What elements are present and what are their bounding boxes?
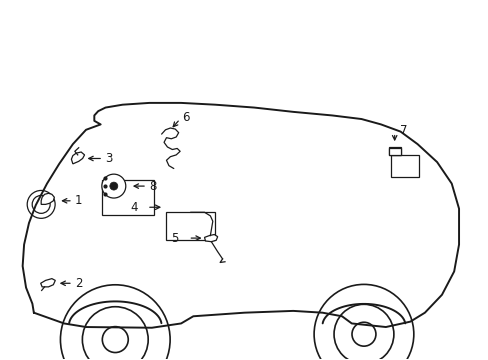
Polygon shape: [204, 234, 217, 242]
Text: 7: 7: [399, 124, 406, 137]
Polygon shape: [41, 279, 55, 287]
Bar: [165, 212, 215, 240]
Circle shape: [110, 182, 118, 190]
Text: 5: 5: [171, 231, 179, 244]
Text: 1: 1: [75, 194, 82, 207]
Text: 8: 8: [149, 180, 156, 193]
Text: 3: 3: [105, 152, 112, 165]
Bar: [388, 148, 400, 155]
Circle shape: [32, 195, 50, 213]
Bar: [102, 180, 154, 215]
Text: 2: 2: [75, 277, 82, 290]
Bar: [388, 147, 400, 155]
Text: 6: 6: [182, 111, 189, 124]
Circle shape: [27, 190, 55, 218]
Bar: [390, 155, 418, 177]
Polygon shape: [71, 152, 84, 164]
Circle shape: [102, 174, 125, 198]
Polygon shape: [41, 193, 54, 204]
Text: 4: 4: [130, 201, 137, 214]
